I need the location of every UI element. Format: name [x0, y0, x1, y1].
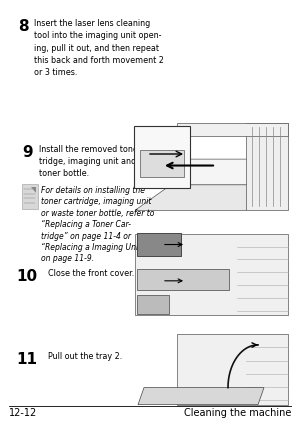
Text: Pull out the tray 2.: Pull out the tray 2.	[48, 351, 122, 360]
Text: 11: 11	[16, 351, 38, 366]
Text: 10: 10	[16, 268, 38, 283]
Text: Install the removed toner car-
tridge, imaging unit and waste
toner bottle.: Install the removed toner car- tridge, i…	[39, 145, 162, 178]
Polygon shape	[31, 187, 36, 194]
FancyBboxPatch shape	[132, 230, 294, 324]
FancyBboxPatch shape	[134, 127, 190, 189]
Polygon shape	[246, 124, 288, 211]
FancyBboxPatch shape	[22, 184, 38, 210]
Polygon shape	[177, 334, 288, 405]
FancyBboxPatch shape	[132, 330, 294, 413]
Polygon shape	[135, 185, 282, 211]
FancyBboxPatch shape	[137, 295, 169, 314]
Text: 9: 9	[22, 145, 33, 160]
Text: Close the front cover.: Close the front cover.	[48, 268, 134, 277]
Polygon shape	[135, 234, 288, 315]
Text: For details on installing the
toner cartridge, imaging unit
or waste toner bottl: For details on installing the toner cart…	[41, 185, 155, 263]
Polygon shape	[138, 388, 264, 405]
FancyBboxPatch shape	[137, 270, 229, 291]
FancyBboxPatch shape	[137, 233, 181, 256]
Text: Cleaning the machine: Cleaning the machine	[184, 407, 291, 417]
Text: 8: 8	[18, 19, 28, 34]
Text: 12-12: 12-12	[9, 407, 37, 417]
Polygon shape	[177, 124, 288, 136]
FancyBboxPatch shape	[140, 150, 184, 178]
Polygon shape	[135, 160, 282, 185]
FancyBboxPatch shape	[132, 119, 294, 228]
Text: Insert the laser lens cleaning
tool into the imaging unit open-
ing, pull it out: Insert the laser lens cleaning tool into…	[34, 19, 164, 77]
